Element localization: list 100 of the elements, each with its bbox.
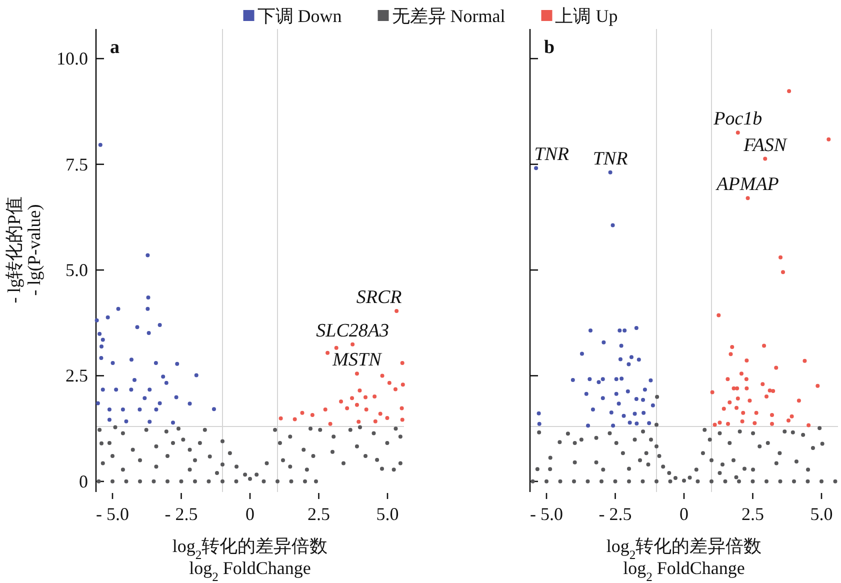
annotation: Poc1b: [712, 108, 762, 130]
point: [650, 403, 655, 408]
point: [372, 394, 377, 398]
point: [722, 406, 726, 411]
point: [394, 309, 399, 314]
point: [632, 412, 637, 416]
point: [364, 408, 368, 412]
point: [358, 388, 362, 393]
point: [763, 156, 768, 161]
point: [570, 378, 575, 382]
point: [537, 422, 542, 426]
point: [100, 344, 104, 349]
point: [816, 384, 820, 388]
point: [610, 223, 615, 228]
point: [726, 377, 730, 382]
point: [110, 361, 115, 366]
point: [94, 318, 99, 322]
point: [339, 400, 344, 404]
point: [634, 396, 638, 401]
point: [400, 418, 404, 422]
point: [300, 410, 304, 415]
point: [364, 395, 368, 400]
annotation: TNR: [592, 148, 628, 170]
point: [768, 388, 772, 393]
point: [602, 340, 606, 344]
point: [98, 332, 102, 336]
point: [400, 406, 404, 410]
point: [626, 389, 630, 394]
x-tick-label: - 5.0: [96, 504, 129, 524]
point: [642, 388, 647, 392]
point: [326, 350, 330, 355]
point: [778, 255, 783, 260]
point: [786, 418, 790, 423]
point: [734, 406, 739, 410]
point: [158, 322, 162, 327]
point: [718, 420, 722, 425]
point: [590, 408, 595, 412]
point: [175, 362, 180, 366]
point: [748, 398, 752, 403]
point: [98, 142, 102, 147]
point: [373, 419, 378, 424]
x-tick-label: 2.5: [308, 504, 330, 524]
point: [99, 356, 104, 360]
point: [400, 382, 405, 387]
legend-label: 下调 Down: [257, 6, 342, 26]
point: [588, 377, 592, 382]
point: [790, 414, 794, 418]
point: [647, 421, 652, 426]
x-tick-label: 0: [680, 504, 688, 524]
point: [614, 392, 618, 396]
point: [107, 408, 112, 412]
point: [171, 420, 175, 425]
point: [328, 422, 332, 426]
point: [96, 401, 100, 406]
point: [387, 380, 392, 385]
point: [138, 408, 142, 412]
point: [100, 338, 105, 342]
x-tick-label: 0: [246, 504, 254, 524]
y-tick-label: 7.5: [66, 154, 88, 174]
point: [161, 374, 166, 379]
y-tick-label: 5.0: [66, 260, 88, 280]
point: [626, 362, 631, 366]
point: [641, 398, 646, 402]
point: [356, 420, 361, 424]
point: [354, 402, 359, 407]
annotation: TNR: [534, 144, 570, 166]
point: [114, 388, 118, 392]
point: [732, 386, 736, 390]
point: [586, 424, 590, 428]
point: [744, 358, 749, 362]
point: [629, 355, 634, 360]
point: [174, 395, 178, 400]
point: [618, 328, 622, 332]
point: [380, 374, 384, 378]
point: [158, 401, 162, 406]
annotation: MSTN: [332, 350, 383, 371]
point: [710, 390, 714, 394]
point: [741, 410, 746, 415]
point: [534, 166, 538, 170]
legend-label: 上调 Up: [555, 6, 618, 26]
chart-title: b: [544, 37, 555, 58]
point: [614, 377, 618, 382]
point: [116, 306, 120, 311]
point: [760, 382, 765, 386]
x-tick-label: - 5.0: [530, 504, 563, 524]
point: [106, 315, 110, 320]
y-tick-label: 0: [79, 471, 88, 492]
point: [608, 170, 612, 174]
point: [744, 386, 749, 390]
y-tick-label: 2.5: [66, 366, 88, 386]
point: [146, 331, 151, 336]
point: [400, 361, 404, 366]
point: [146, 306, 150, 311]
annotation: SRCR: [356, 287, 402, 308]
point: [132, 378, 136, 382]
point: [622, 414, 626, 418]
x-axis-title: log$_{2}$转化的差异倍数 log$_{2}$ FoldChange: [172, 536, 328, 583]
point: [770, 422, 774, 426]
point: [580, 352, 584, 356]
legend-label: 无差异 Normal: [392, 6, 506, 26]
